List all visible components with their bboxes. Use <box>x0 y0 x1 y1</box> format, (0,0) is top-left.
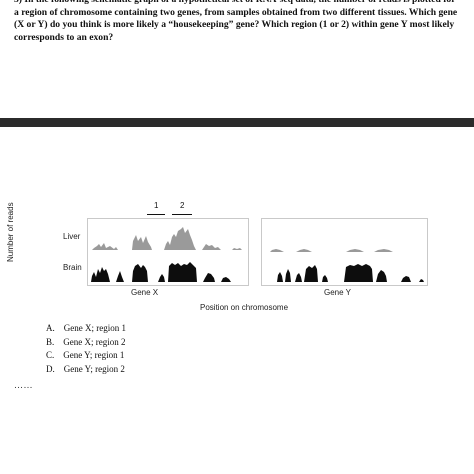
trailing-dots: …… <box>14 380 33 390</box>
gene-x-panel <box>87 218 249 286</box>
x-axis-label: Position on chromosome <box>200 303 289 312</box>
row-label-brain: Brain <box>63 263 82 272</box>
gene-y-liver-coverage <box>262 249 427 252</box>
rna-seq-figure: Number of reads Liver Brain 1 2 Gene X G… <box>0 190 474 320</box>
question-text: 3) In the following schematic graph of a… <box>14 0 458 43</box>
gene-y-label: Gene Y <box>324 288 351 297</box>
row-label-liver: Liver <box>63 232 81 241</box>
option-a[interactable]: A. Gene X; region 1 <box>46 323 126 333</box>
answer-options: A. Gene X; region 1 B. Gene X; region 2 … <box>46 322 126 376</box>
option-d[interactable]: D. Gene Y; region 2 <box>46 363 125 374</box>
gene-x-coverage <box>88 227 248 282</box>
option-c[interactable]: C. Gene Y; region 1 <box>46 350 125 360</box>
divider-bar <box>0 118 474 127</box>
gene-y-coverage <box>262 249 427 282</box>
region-label-2: 2 <box>180 201 185 210</box>
region-bar-2 <box>172 214 192 216</box>
gene-x-brain-coverage <box>88 262 248 282</box>
gene-y-brain-coverage <box>262 264 427 282</box>
gene-x-label: Gene X <box>131 288 159 297</box>
option-b[interactable]: B. Gene X; region 2 <box>46 336 126 347</box>
y-axis-label: Number of reads <box>6 202 15 262</box>
gene-y-panel <box>261 218 428 286</box>
region-label-1: 1 <box>154 201 159 210</box>
region-bar-1 <box>147 214 165 216</box>
gene-x-liver-coverage <box>88 227 248 250</box>
